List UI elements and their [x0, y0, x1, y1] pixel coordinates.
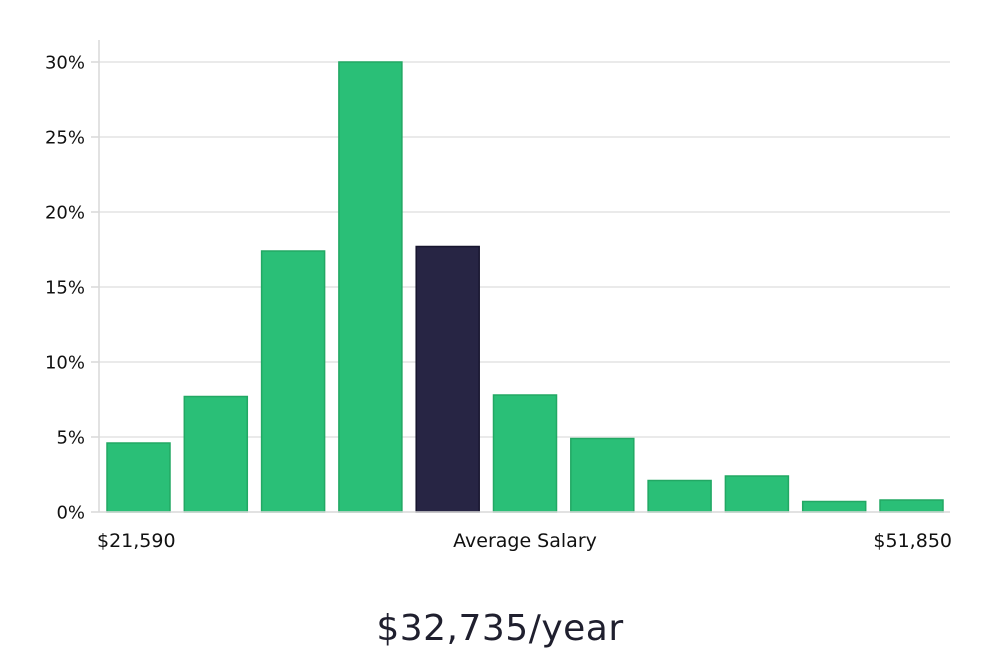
x-max-label: $51,850: [873, 530, 952, 552]
gridlines: [99, 61, 950, 438]
bar: [183, 395, 249, 513]
bars: [106, 61, 944, 513]
salary-histogram: 0% 5% 10% 15% 20% 25% 30% $21,590 Average Sala…: [45, 40, 952, 552]
y-tick-label: 30%: [45, 53, 85, 74]
bar: [801, 500, 867, 513]
y-axis-ticks: 0% 5% 10% 15% 20% 25% 30%: [45, 53, 99, 524]
y-tick-label: 15%: [45, 278, 85, 299]
average-salary-value: $32,735/year: [376, 608, 624, 649]
bar: [724, 475, 790, 513]
bar-highlighted: [415, 245, 480, 513]
bar: [338, 61, 403, 513]
y-tick-label: 20%: [45, 203, 85, 224]
bar: [647, 479, 712, 513]
bar: [106, 442, 171, 513]
bar: [879, 499, 944, 513]
bar: [492, 394, 558, 513]
y-tick-label: 0%: [56, 503, 85, 524]
y-tick-label: 10%: [45, 353, 85, 374]
x-center-label: Average Salary: [453, 530, 597, 552]
x-min-label: $21,590: [97, 530, 176, 552]
y-tick-label: 5%: [56, 428, 85, 449]
bar: [260, 250, 326, 513]
y-tick-label: 25%: [45, 128, 85, 149]
bar: [570, 437, 635, 513]
